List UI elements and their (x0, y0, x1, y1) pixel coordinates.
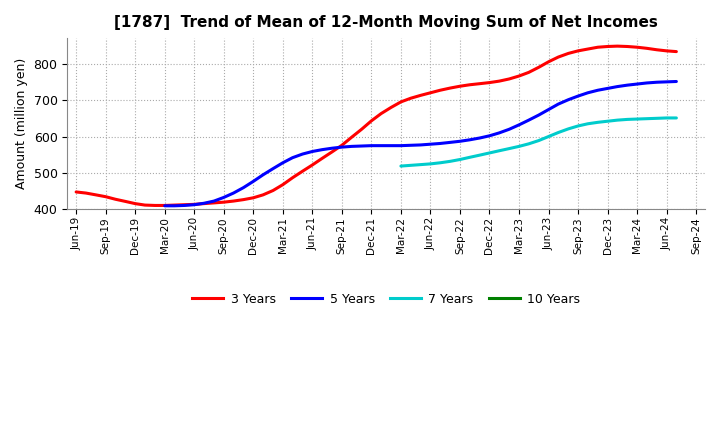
7 Years (436, 160, 444, 165)
5 Years (613, 84, 621, 89)
5 Years (298, 151, 307, 157)
5 Years (465, 137, 474, 143)
7 Years (583, 121, 592, 126)
7 Years (633, 117, 642, 122)
7 Years (623, 117, 631, 122)
3 Years (199, 201, 208, 206)
7 Years (465, 155, 474, 160)
Line: 5 Years: 5 Years (165, 81, 676, 206)
3 Years (72, 189, 81, 194)
7 Years (672, 115, 680, 121)
7 Years (534, 138, 543, 143)
7 Years (416, 162, 425, 167)
7 Years (613, 117, 621, 123)
5 Years (554, 102, 562, 107)
3 Years (603, 44, 612, 49)
7 Years (574, 123, 582, 128)
3 Years (613, 44, 621, 49)
3 Years (121, 199, 130, 204)
7 Years (652, 116, 661, 121)
7 Years (603, 119, 612, 124)
7 Years (505, 146, 513, 151)
7 Years (485, 150, 494, 156)
7 Years (662, 115, 671, 121)
3 Years (377, 111, 385, 116)
7 Years (524, 141, 533, 147)
7 Years (495, 148, 503, 154)
7 Years (564, 126, 572, 132)
3 Years (150, 203, 159, 208)
5 Years (456, 139, 464, 144)
7 Years (397, 163, 405, 169)
3 Years (446, 85, 454, 91)
7 Years (515, 144, 523, 149)
7 Years (544, 134, 553, 139)
7 Years (406, 163, 415, 168)
3 Years (672, 49, 680, 54)
Legend: 3 Years, 5 Years, 7 Years, 10 Years: 3 Years, 5 Years, 7 Years, 10 Years (187, 288, 585, 311)
5 Years (161, 203, 169, 209)
7 Years (456, 157, 464, 162)
7 Years (426, 161, 435, 166)
Line: 7 Years: 7 Years (401, 118, 676, 166)
3 Years (239, 197, 248, 202)
Title: [1787]  Trend of Mean of 12-Month Moving Sum of Net Incomes: [1787] Trend of Mean of 12-Month Moving … (114, 15, 658, 30)
7 Years (642, 116, 651, 121)
5 Years (485, 133, 494, 139)
Y-axis label: Amount (million yen): Amount (million yen) (15, 58, 28, 189)
7 Years (593, 120, 602, 125)
Line: 3 Years: 3 Years (76, 46, 676, 205)
7 Years (475, 153, 484, 158)
7 Years (446, 159, 454, 164)
7 Years (554, 130, 562, 135)
5 Years (672, 79, 680, 84)
